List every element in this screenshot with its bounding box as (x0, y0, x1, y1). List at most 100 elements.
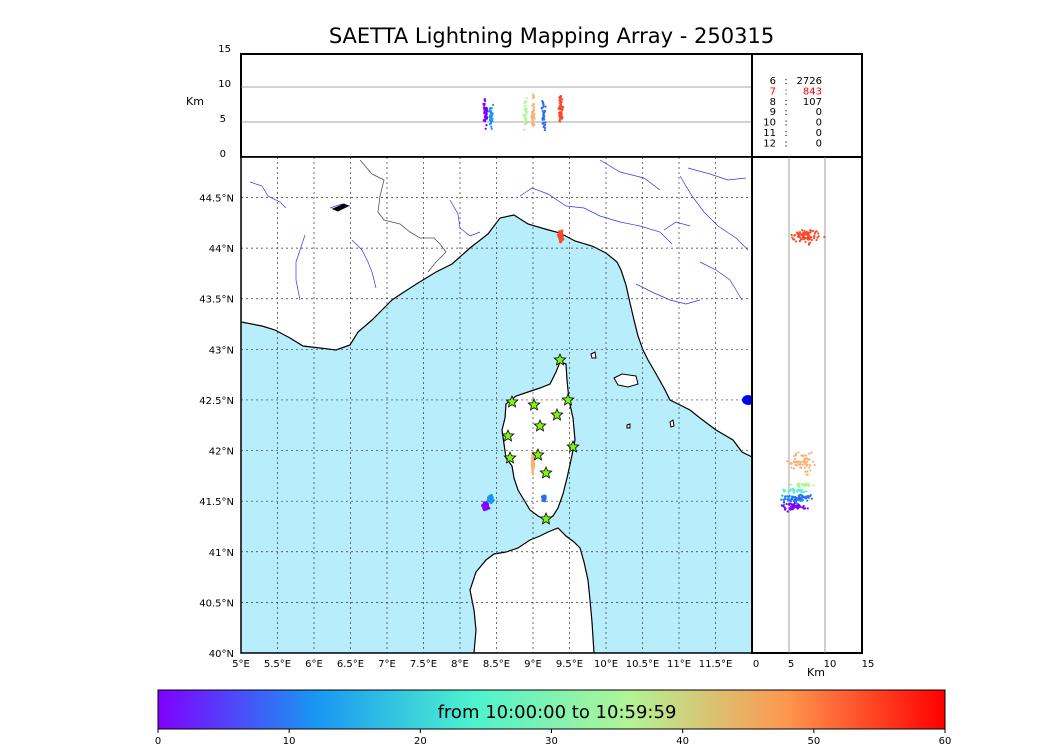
side-lightning-source (802, 507, 806, 510)
altitude-source (531, 96, 534, 99)
alt-tick-5: 5 (220, 114, 226, 125)
side-lightning-source (809, 494, 812, 497)
count-value: 107 (803, 97, 822, 108)
side-lightning-source (811, 229, 815, 233)
side-lightning-source (805, 490, 808, 493)
colorbar-tick-label: 60 (939, 736, 952, 747)
side-lightning-source (789, 483, 792, 486)
count-sep: : (784, 138, 787, 149)
side-lightning-source (816, 236, 819, 239)
side-lightning-source (794, 454, 798, 457)
side-lightning-source (785, 502, 788, 506)
altitude-source (524, 104, 527, 108)
longitude-labels: 5°E 5.5°E 6°E 6.5°E 7°E 7.5°E 8°E 8.5°E 9°E 9.5°E… (232, 659, 732, 670)
lon-tick-label: 9°E (524, 659, 542, 670)
side-lightning-source (798, 485, 801, 489)
side-lightning-source (815, 230, 818, 233)
side-lightning-source (790, 505, 793, 508)
alt-tick-0: 0 (220, 149, 226, 160)
side-lightning-source (799, 232, 802, 235)
count-value: 0 (816, 128, 822, 139)
altitude-scatter (482, 93, 565, 132)
national-border (359, 159, 447, 273)
lat-alt-panel-frame (751, 156, 863, 654)
altitude-source (543, 129, 546, 132)
altitude-source (543, 118, 546, 121)
side-lightning-source (787, 490, 790, 493)
altitude-source (532, 123, 536, 126)
colorbar-gradient (157, 689, 946, 730)
side-lightning-source (812, 484, 815, 487)
side-lightning-source (809, 229, 812, 232)
side-lightning-source (781, 494, 784, 497)
altitude-source (530, 115, 533, 118)
altitude-source (522, 113, 526, 116)
side-lightning-source (792, 467, 796, 470)
altitude-source (559, 120, 562, 123)
side-lightning-source (786, 460, 789, 463)
colorbar-tick-label: 10 (283, 736, 296, 747)
altitude-source (561, 106, 565, 109)
side-lightning-source (804, 470, 807, 473)
side-lightning-source (805, 495, 808, 498)
side-lightning-source (802, 490, 805, 494)
coastline-accent (331, 203, 350, 212)
count-sep: : (784, 107, 787, 118)
side-lightning-source (811, 460, 815, 463)
elba-island (613, 373, 639, 388)
side-lightning-source (807, 237, 810, 241)
sensor-star-icon (533, 418, 547, 432)
altitude-source (483, 97, 486, 101)
altitude-source (490, 117, 493, 120)
side-lightning-source (801, 496, 805, 499)
altitude-source (541, 101, 545, 104)
lat-tick-label: 42°N (209, 447, 234, 458)
lightning-source (559, 235, 563, 238)
altitude-source (524, 108, 527, 111)
lightning-source (489, 501, 493, 505)
sensor-star-icon (527, 397, 541, 411)
side-tick-10: 10 (824, 659, 837, 670)
side-lightning-source (805, 460, 809, 463)
side-lightning-source (800, 490, 803, 494)
altitude-source (531, 104, 534, 107)
side-lightning-source (793, 505, 797, 508)
lon-tick-label: 11.5°E (699, 659, 733, 670)
altitude-source (523, 102, 526, 105)
side-lightning-source (792, 503, 795, 506)
side-lightning-source (807, 233, 810, 236)
side-lightning-source (796, 483, 800, 486)
side-lightning-source (806, 473, 809, 476)
count-value: 843 (803, 86, 822, 97)
count-sep: : (784, 76, 787, 87)
altitude-source (486, 110, 489, 113)
altitude-source (532, 115, 535, 119)
altitude-panel-frame (240, 53, 753, 158)
side-lightning-source (802, 505, 805, 508)
altitude-longitude-panel: 15 10 5 0 Km (186, 44, 753, 160)
plan-view-map: 40°N 40.5°N 41°N 41.5°N 42°N 42.5°N 43°N 43.5°N… (199, 156, 753, 670)
side-lightning-source (786, 495, 789, 498)
side-lightning-source (805, 233, 808, 236)
side-lightning-source (786, 510, 789, 513)
count-value: 2726 (797, 76, 822, 87)
altitude-source (541, 109, 544, 112)
side-lightning-source (804, 484, 807, 487)
side-lightning-source (808, 484, 811, 487)
side-lightning-source (799, 463, 802, 466)
count-stations: 12 (763, 138, 776, 149)
side-lightning-source (803, 466, 806, 469)
montecristo-island (626, 423, 631, 429)
lightning-source (531, 468, 534, 471)
giglio-island (669, 419, 675, 428)
side-lightning-source (791, 236, 794, 239)
altitude-source (490, 127, 493, 130)
side-lightning-source (797, 489, 800, 492)
chart-title: SAETTA Lightning Mapping Array - 250315 (328, 24, 775, 48)
alt-tick-10: 10 (218, 79, 231, 90)
altitude-source (543, 110, 547, 113)
altitude-source (523, 128, 526, 131)
map-gridlines (241, 157, 752, 653)
